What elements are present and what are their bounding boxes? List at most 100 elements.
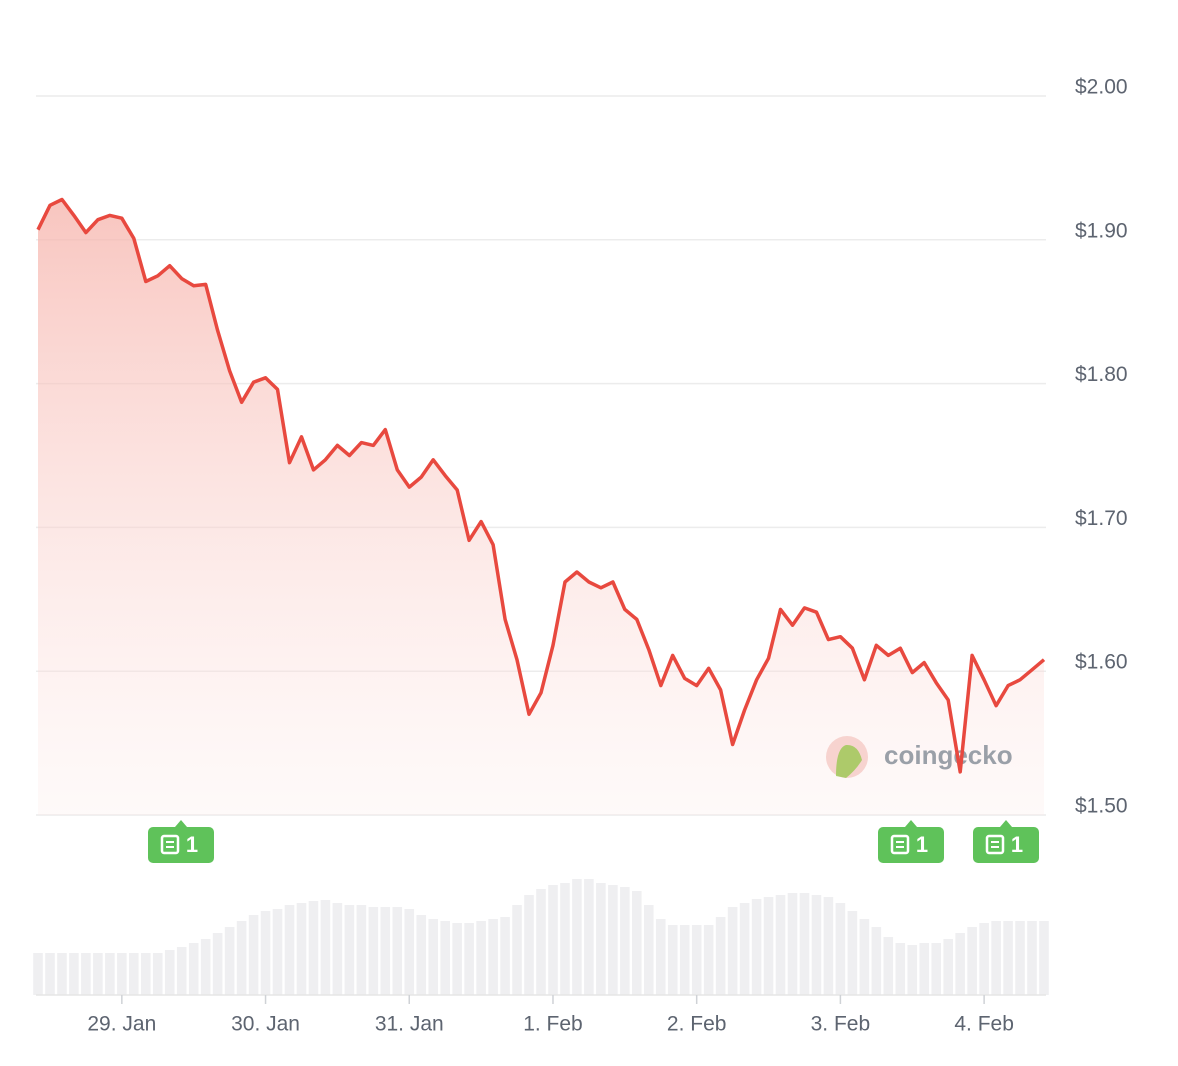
volume-bar <box>608 885 618 995</box>
news-icon <box>160 834 180 855</box>
news-count: 1 <box>1011 832 1023 857</box>
volume-bar <box>536 889 546 995</box>
x-tick-label: 30. Jan <box>231 1013 300 1036</box>
news-badge: 1 <box>973 820 1039 863</box>
volume-bar <box>715 917 726 995</box>
volume-bar <box>691 925 702 995</box>
volume-bar <box>1039 921 1049 995</box>
volume-bar <box>763 897 774 995</box>
volume-bar <box>811 895 822 995</box>
volume-bar <box>320 900 331 995</box>
volume-bar <box>81 953 91 995</box>
news-icon <box>985 834 1005 855</box>
volume-bar <box>739 903 750 995</box>
volume-bar <box>404 909 415 995</box>
volume-bar <box>140 953 151 995</box>
volume-bar <box>500 917 510 995</box>
volume-bar <box>584 879 594 995</box>
volume-bar <box>248 915 259 995</box>
volume-bar <box>907 945 918 995</box>
x-tick-label: 29. Jan <box>87 1013 156 1036</box>
volume-bar <box>787 893 798 995</box>
volume-bar <box>392 907 403 995</box>
news-icon <box>890 834 910 855</box>
watermark-text: coingecko <box>884 740 1013 770</box>
x-tick-label: 3. Feb <box>811 1013 871 1036</box>
volume-bar <box>955 933 965 995</box>
volume-bar <box>224 927 235 995</box>
y-tick-label: $1.50 <box>1075 795 1128 818</box>
volume-bar <box>380 907 391 995</box>
volume-bar <box>967 927 977 995</box>
volume-bar <box>69 953 79 995</box>
x-tick-label: 31. Jan <box>375 1013 444 1036</box>
volume-bar <box>332 903 343 995</box>
volume-bar <box>236 921 247 995</box>
volume-bar <box>440 921 450 995</box>
volume-bar <box>308 901 319 995</box>
volume-bar <box>476 921 486 995</box>
volume-bar <box>596 883 606 995</box>
volume-bar <box>679 925 690 995</box>
volume-bar <box>164 950 175 995</box>
x-tick-label: 1. Feb <box>523 1013 583 1036</box>
volume-bar <box>272 909 283 995</box>
volume-bar <box>45 953 55 995</box>
y-tick-label: $1.60 <box>1075 651 1128 674</box>
volume-bar <box>799 893 810 995</box>
volume-bar <box>428 919 439 995</box>
area-fill <box>38 199 1044 815</box>
volume-bar <box>512 905 522 995</box>
volume-bar <box>129 953 139 995</box>
volume-bar <box>919 943 930 995</box>
watermark: coingecko <box>826 736 1013 778</box>
volume-bar <box>356 905 367 995</box>
volume-bar <box>632 891 642 995</box>
volume-bar <box>643 905 654 995</box>
volume-bar <box>260 911 271 995</box>
y-tick-label: $1.90 <box>1075 219 1128 242</box>
volume-bar <box>751 899 762 995</box>
watermark-logo-shape <box>836 744 862 778</box>
volume-bar <box>296 903 307 995</box>
volume-bar <box>548 885 558 995</box>
x-tick-label: 2. Feb <box>667 1013 727 1036</box>
news-count: 1 <box>186 832 198 857</box>
volume-bar <box>979 923 989 995</box>
volume-bar <box>117 953 127 995</box>
news-badge-bg <box>148 820 214 863</box>
y-tick-label: $1.80 <box>1075 363 1128 386</box>
news-badge: 1 <box>878 820 944 863</box>
volume-bar <box>176 947 187 995</box>
volume-bar <box>931 943 942 995</box>
y-tick-label: $2.00 <box>1075 76 1128 99</box>
volume-bar <box>883 937 894 995</box>
volume-bar <box>572 879 582 995</box>
volume-bar <box>895 943 906 995</box>
news-badge: 1 <box>148 820 214 863</box>
volume-bar <box>33 953 43 995</box>
x-tick-label: 4. Feb <box>954 1013 1014 1036</box>
price-line <box>36 197 1046 774</box>
volume-bar <box>93 953 103 995</box>
news-badge-bg <box>973 820 1039 863</box>
volume-bar <box>1015 921 1025 995</box>
volume-bar <box>452 923 462 995</box>
volume-bar <box>344 905 355 995</box>
volume-bar <box>1027 921 1037 995</box>
volume-bar <box>284 905 295 995</box>
news-badge-bg <box>878 820 944 863</box>
volume-bar <box>847 911 858 995</box>
volume-bar <box>188 943 199 995</box>
volume-bar <box>835 903 846 995</box>
volume-bar <box>775 895 786 995</box>
volume-bar <box>488 919 498 995</box>
volume-bar <box>524 895 534 995</box>
volume-bar <box>620 887 630 995</box>
volume-bar <box>667 925 678 995</box>
y-tick-label: $1.70 <box>1075 507 1128 530</box>
volume-bar <box>200 939 211 995</box>
volume-bar <box>823 897 834 995</box>
volume-bar <box>943 939 953 995</box>
